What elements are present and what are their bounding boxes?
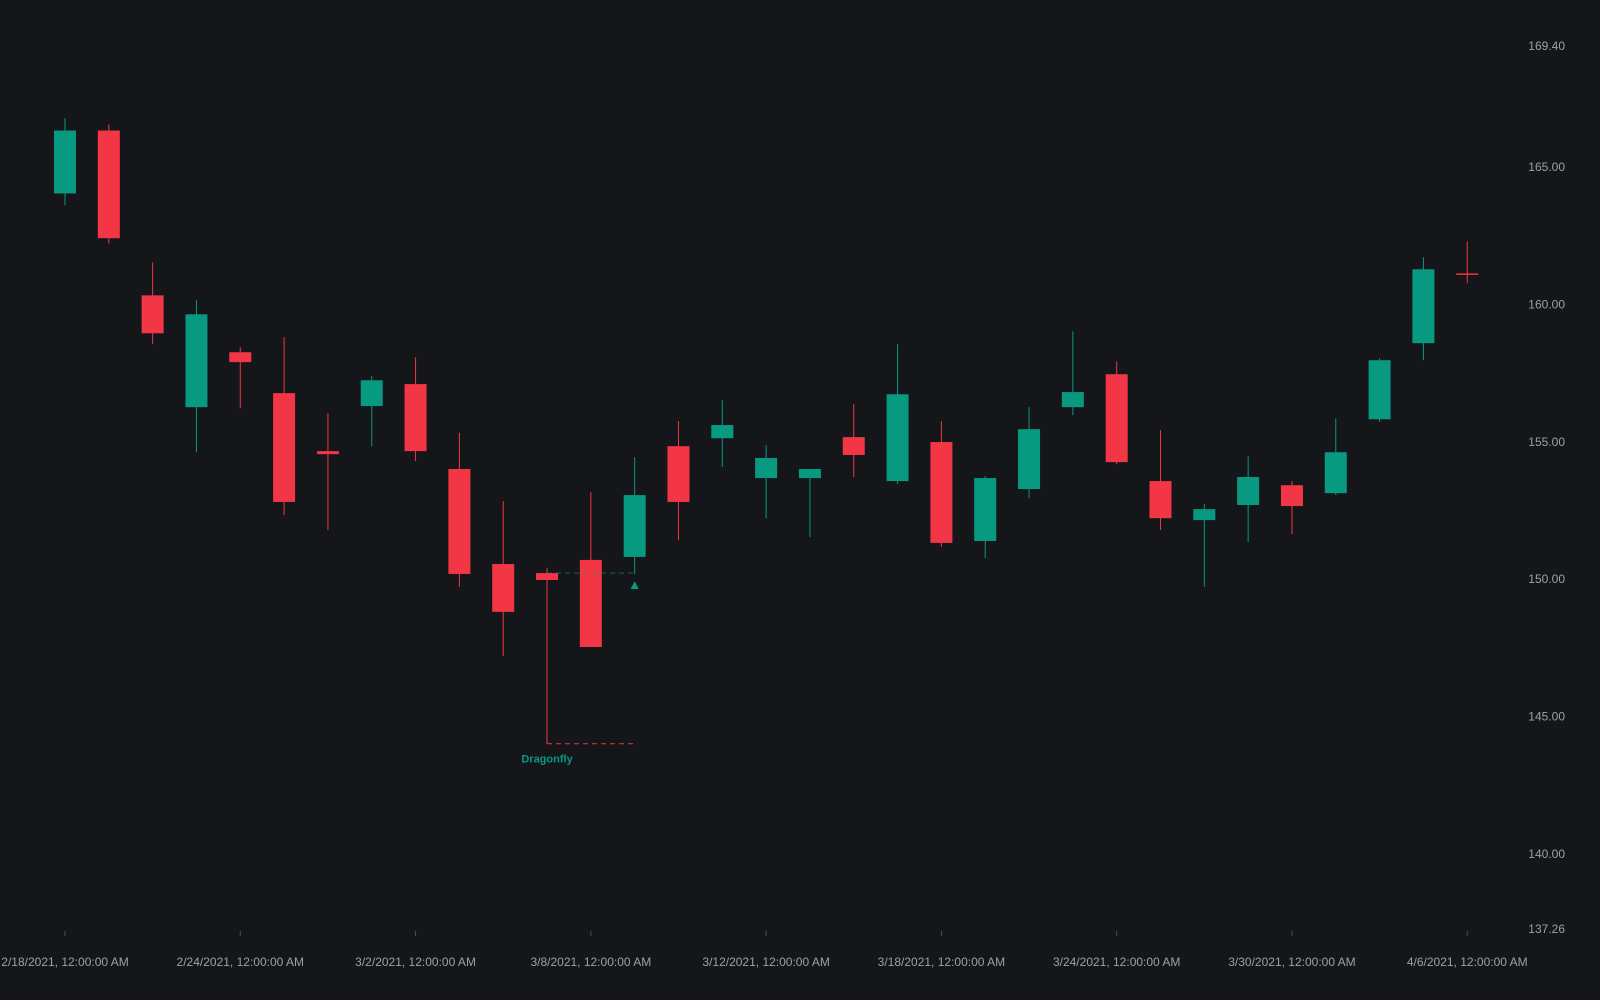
y-tick-label: 160.00	[1528, 297, 1565, 311]
x-tick-label: 2/24/2021, 12:00:00 AM	[177, 955, 304, 969]
candle-body	[623, 495, 646, 557]
candle-body	[886, 394, 909, 482]
candle-body	[1412, 269, 1435, 344]
annotation-arrow	[630, 581, 639, 590]
candle-body	[711, 425, 734, 439]
candle-body	[536, 573, 559, 580]
y-tick-label: 155.00	[1528, 435, 1565, 449]
candle-body	[185, 314, 208, 408]
y-tick-label: 140.00	[1528, 847, 1565, 861]
candle-body	[404, 384, 427, 452]
y-tick-label: 145.00	[1528, 710, 1565, 724]
candle-body	[1237, 476, 1260, 505]
candle-body	[579, 559, 602, 648]
candle-body	[755, 458, 778, 479]
candle-body	[141, 295, 164, 334]
candle-body	[229, 352, 252, 363]
candle-body	[1105, 374, 1128, 463]
x-tick-label: 3/18/2021, 12:00:00 AM	[878, 955, 1005, 969]
y-tick-label: 165.00	[1528, 160, 1565, 174]
candle-body	[360, 380, 383, 407]
candle-body	[798, 468, 821, 479]
candle-body	[667, 446, 690, 502]
x-tick-label: 3/2/2021, 12:00:00 AM	[355, 955, 476, 969]
candle-body	[930, 442, 953, 543]
y-tick-label: 169.40	[1528, 39, 1565, 53]
candle-body	[316, 451, 339, 455]
candle-body	[1193, 509, 1216, 521]
candle-body	[273, 393, 296, 502]
candle-body	[1018, 429, 1041, 490]
x-tick-label: 3/12/2021, 12:00:00 AM	[702, 955, 829, 969]
y-tick-label: 150.00	[1528, 572, 1565, 586]
candle-body	[97, 130, 120, 239]
x-tick-label: 3/8/2021, 12:00:00 AM	[530, 955, 651, 969]
candle-body	[492, 564, 515, 612]
y-tick-label: 137.26	[1528, 922, 1565, 936]
x-tick-label: 3/24/2021, 12:00:00 AM	[1053, 955, 1180, 969]
candle-body	[54, 130, 76, 194]
candle-body	[1061, 392, 1084, 408]
candle-body	[1324, 452, 1347, 494]
candle-body	[1368, 360, 1391, 420]
candle-body	[1280, 485, 1303, 507]
candle-body	[974, 478, 997, 541]
annotation-label: Dragonfly	[521, 754, 573, 766]
x-tick-label: 3/30/2021, 12:00:00 AM	[1228, 955, 1355, 969]
x-tick-label: 4/6/2021, 12:00:00 AM	[1407, 955, 1528, 969]
x-tick-label: 2/18/2021, 12:00:00 AM	[1, 955, 128, 969]
candle-body	[1149, 481, 1172, 519]
candle-body	[1456, 273, 1479, 275]
candle-body	[842, 437, 865, 455]
candle-body	[448, 468, 471, 574]
